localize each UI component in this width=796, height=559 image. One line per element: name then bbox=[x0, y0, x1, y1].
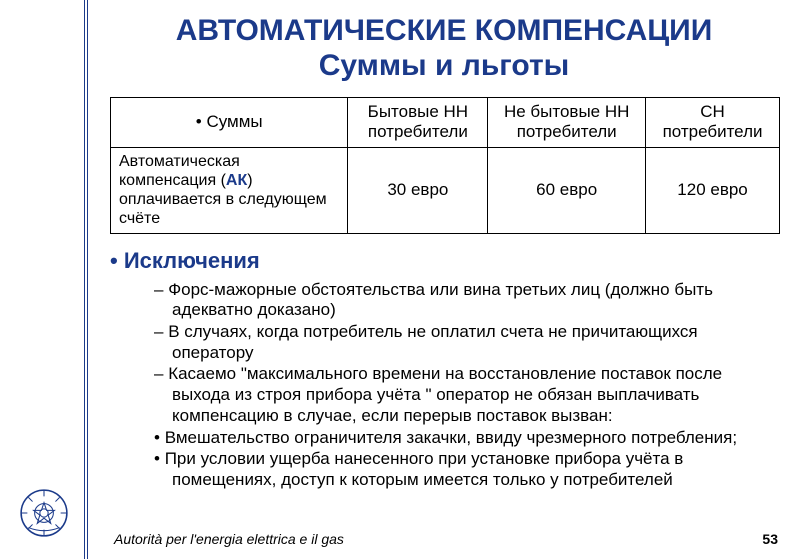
list-item: Форс-мажорные обстоятельства или вина тр… bbox=[154, 280, 778, 322]
footer-text: Autorità per l'energia elettrica e il ga… bbox=[114, 531, 344, 547]
row1-label: Автоматическая компенсация (АК) оплачива… bbox=[111, 147, 348, 233]
col-header-1: Бытовые НН потребители bbox=[348, 98, 488, 148]
row1-val1: 30 евро bbox=[348, 147, 488, 233]
title-line1: АВТОМАТИЧЕСКИЕ КОМПЕНСАЦИИ bbox=[176, 14, 713, 47]
list-item: В случаях, когда потребитель не оплатил … bbox=[154, 322, 778, 364]
table-heading-sums: • Суммы bbox=[111, 98, 348, 148]
exclusions-list: Форс-мажорные обстоятельства или вина тр… bbox=[110, 280, 778, 492]
col-header-3: СН потребители bbox=[646, 98, 780, 148]
col-header-2: Не бытовые НН потребители bbox=[488, 98, 646, 148]
page-number: 53 bbox=[762, 531, 778, 547]
row1-val3: 120 евро bbox=[646, 147, 780, 233]
side-stripe bbox=[0, 0, 88, 559]
slide: АВТОМАТИЧЕСКИЕ КОМПЕНСАЦИИ Суммы и льгот… bbox=[0, 0, 796, 559]
table-row: Автоматическая компенсация (АК) оплачива… bbox=[111, 147, 780, 233]
list-item: При условии ущерба нанесенного при устан… bbox=[154, 449, 778, 491]
row1-label-before: Автоматическая компенсация ( bbox=[119, 153, 240, 189]
sums-table: • Суммы Бытовые НН потребители Не бытовы… bbox=[110, 97, 780, 234]
title-line2: Суммы и льготы bbox=[319, 49, 570, 82]
list-item: Вмешательство ограничителя закачки, ввид… bbox=[154, 428, 778, 450]
page-title: АВТОМАТИЧЕСКИЕ КОМПЕНСАЦИИ Суммы и льгот… bbox=[110, 6, 778, 93]
italian-emblem-icon bbox=[18, 487, 70, 539]
content: АВТОМАТИЧЕСКИЕ КОМПЕНСАЦИИ Суммы и льгот… bbox=[96, 0, 788, 492]
exclusions-heading: • Исключения bbox=[110, 248, 778, 274]
table-header-row: • Суммы Бытовые НН потребители Не бытовы… bbox=[111, 98, 780, 148]
row1-label-ak: АК bbox=[226, 172, 247, 189]
row1-val2: 60 евро bbox=[488, 147, 646, 233]
list-item: Касаемо "максимального времени на восста… bbox=[154, 364, 778, 427]
